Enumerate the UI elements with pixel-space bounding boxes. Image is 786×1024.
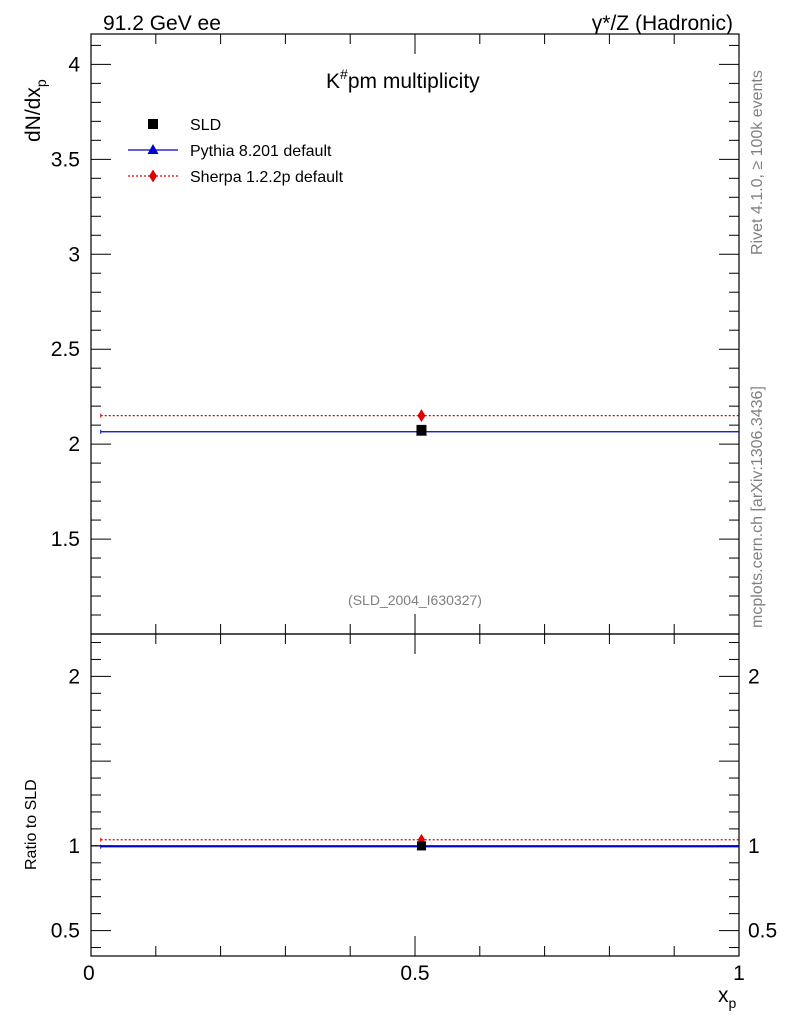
legend-marker-pythia-8-201-default bbox=[147, 144, 159, 154]
ratio-y-tick-label-right: 2 bbox=[748, 665, 760, 688]
main-y-tick-label: 4 bbox=[68, 53, 80, 76]
legend-label-sld: SLD bbox=[190, 117, 221, 134]
ratio-y-tick-label-right: 0.5 bbox=[748, 920, 777, 943]
legend-label-sherpa-1-2-2p-default: Sherpa 1.2.2p default bbox=[190, 169, 344, 186]
axis-tick-labels: 1.522.533.540.5 0.51 12 20 0.5 1 bbox=[51, 53, 777, 985]
point-sherpa-1-2-2p-default bbox=[417, 409, 426, 423]
ratio-y-tick-label-right: 1 bbox=[748, 835, 760, 858]
x-tick-label: 1 bbox=[733, 962, 745, 985]
y-axis-label-main: dN/dx bbox=[22, 87, 45, 142]
x-tick-label: 0 bbox=[83, 962, 95, 985]
ratio-y-tick-label-left: 0.5 bbox=[51, 920, 80, 943]
main-y-tick-label: 1.5 bbox=[51, 528, 80, 551]
chart-title: K#pm multiplicity bbox=[326, 66, 480, 93]
main-plot-frame bbox=[90, 33, 740, 635]
chart-title-rest: pm multiplicity bbox=[348, 70, 480, 93]
main-y-tick-label: 3.5 bbox=[51, 148, 80, 171]
x-axis-label: xp bbox=[718, 984, 737, 1011]
main-y-tick-label: 3 bbox=[68, 243, 80, 266]
header-right-label: γ*/Z (Hadronic) bbox=[592, 12, 733, 35]
analysis-id-label: (SLD_2004_I630327) bbox=[348, 592, 482, 608]
ratio-y-tick-label-left: 1 bbox=[68, 835, 80, 858]
ratio-point-sld bbox=[416, 841, 426, 851]
axis-ticks bbox=[90, 34, 740, 956]
legend-marker-sherpa-1-2-2p-default bbox=[149, 169, 157, 183]
x-tick-label: 0.5 bbox=[400, 962, 429, 985]
ratio-point-sherpa-1-2-2p-default bbox=[417, 833, 426, 846]
y-axis-label: dN/dxp bbox=[22, 79, 49, 142]
chart-title-main: K bbox=[326, 70, 340, 93]
y-axis-label-subscript: p bbox=[33, 79, 49, 87]
ratio-plot-frame bbox=[90, 633, 740, 957]
rivet-version-label: Rivet 4.1.0, ≥ 100k events bbox=[749, 70, 766, 255]
ratio-y-axis-label: Ratio to SLD bbox=[23, 779, 40, 870]
x-axis-label-main: x bbox=[718, 984, 729, 1007]
mcplots-label: mcplots.cern.ch [arXiv:1306.3436] bbox=[749, 386, 766, 628]
x-axis-label-subscript: p bbox=[729, 995, 737, 1011]
data-series bbox=[91, 409, 739, 851]
chart-title-superscript: # bbox=[340, 66, 348, 82]
legend: SLD Pythia 8.201 default Sherpa 1.2.2p def… bbox=[128, 117, 344, 186]
point-sld bbox=[416, 424, 427, 435]
ratio-y-tick-label-left: 2 bbox=[68, 665, 80, 688]
main-y-tick-label: 2.5 bbox=[51, 338, 80, 361]
legend-label-pythia-8-201-default: Pythia 8.201 default bbox=[190, 143, 332, 160]
main-y-tick-label: 2 bbox=[68, 433, 80, 456]
header-left-label: 91.2 GeV ee bbox=[103, 12, 221, 35]
legend-marker-sld bbox=[148, 119, 158, 129]
